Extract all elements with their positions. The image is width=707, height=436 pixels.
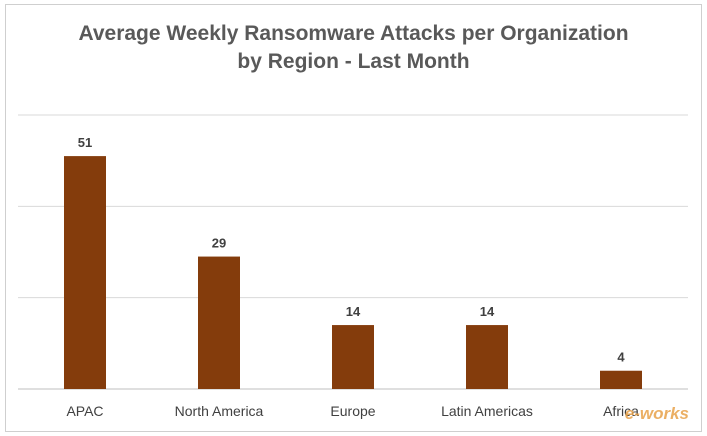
chart-title: Average Weekly Ransomware Attacks per Or… (78, 22, 629, 45)
chart-subtitle: by Region - Last Month (237, 50, 470, 73)
x-tick-label: APAC (66, 403, 103, 419)
watermark-logo: e-works (624, 404, 689, 423)
data-label: 14 (480, 304, 495, 319)
x-tick-label: Europe (330, 403, 375, 419)
bar-africa (600, 370, 642, 389)
data-label: 14 (346, 304, 361, 319)
x-tick-label: Africa (603, 403, 639, 419)
x-tick-label: Latin Americas (441, 403, 533, 419)
chart-title-block: Average Weekly Ransomware Attacks per Or… (0, 20, 707, 76)
data-label: 51 (78, 135, 92, 150)
bar-europe (332, 325, 374, 389)
bar-latin-americas (466, 325, 508, 389)
bar-apac (64, 156, 106, 389)
x-tick-label: North America (175, 403, 264, 419)
data-label: 4 (617, 350, 625, 365)
data-label: 29 (212, 236, 226, 251)
bar-north-america (198, 256, 240, 389)
